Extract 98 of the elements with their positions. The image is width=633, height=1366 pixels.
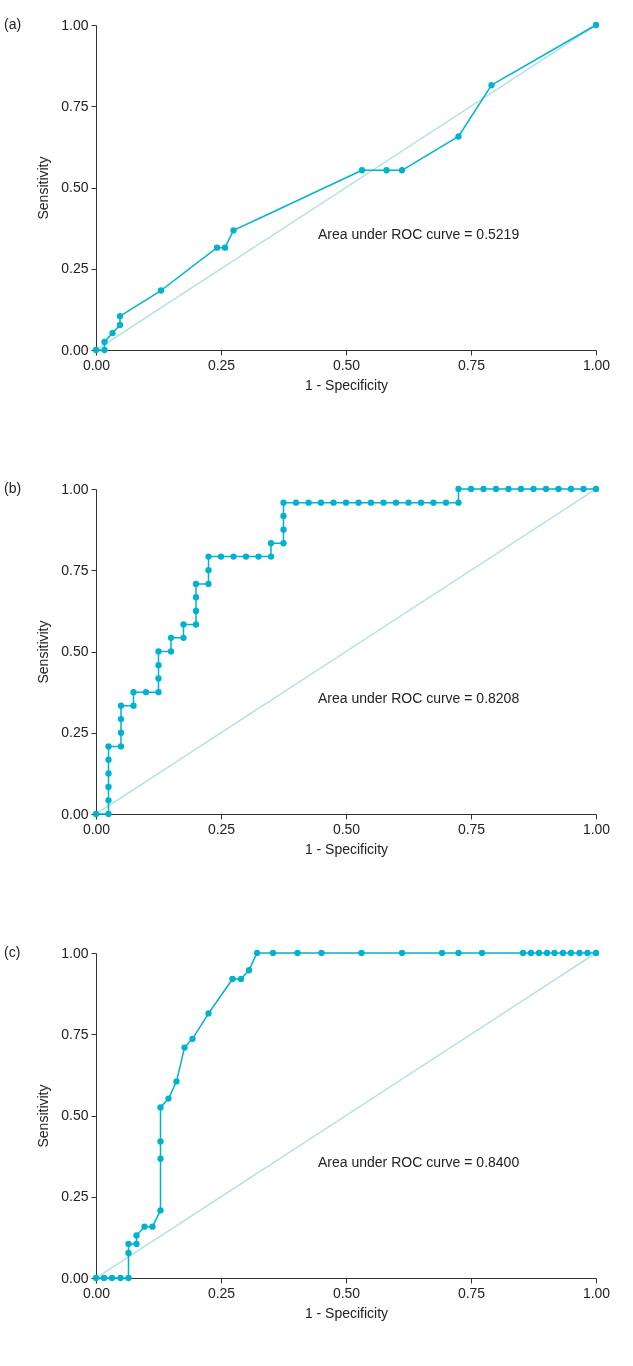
- x-tick-label: 1.00: [582, 356, 611, 373]
- point: [157, 1207, 164, 1214]
- x-tick-label: 0.75: [457, 1284, 486, 1301]
- point: [181, 1044, 188, 1051]
- point: [358, 167, 366, 174]
- point: [245, 967, 253, 974]
- point: [543, 949, 551, 957]
- point: [125, 1249, 132, 1257]
- point: [116, 321, 124, 329]
- x-tick-label: 0.25: [207, 820, 236, 837]
- point: [221, 244, 229, 251]
- x-tick-label: 0.50: [332, 820, 361, 837]
- point: [109, 329, 116, 337]
- point: [478, 949, 486, 957]
- point: [125, 1240, 132, 1248]
- chart-title: (c): [4, 944, 21, 960]
- point: [519, 949, 527, 957]
- y-tick-label: 0.50: [61, 1107, 89, 1123]
- y-tick-label: 0.25: [61, 724, 89, 741]
- x-tick-label: 0.50: [332, 356, 361, 373]
- y-tick-label: 0.50: [61, 179, 89, 195]
- y-axis-title: Sensitivity: [35, 1084, 52, 1148]
- point: [237, 975, 245, 983]
- y-tick-label: 0.25: [61, 260, 89, 277]
- point: [488, 81, 495, 89]
- annotation: Area under ROC curve = 0.8400: [318, 1154, 520, 1170]
- point: [229, 975, 236, 983]
- chart-title: (a): [4, 16, 22, 32]
- y-tick-label: 0.75: [61, 97, 89, 114]
- point: [551, 949, 558, 957]
- point: [559, 949, 567, 957]
- point: [133, 1240, 140, 1248]
- x-tick-label: 0.75: [457, 356, 486, 373]
- point: [157, 1155, 164, 1162]
- y-axis-title: Sensitivity: [35, 156, 52, 220]
- point: [535, 949, 543, 957]
- point: [253, 949, 261, 957]
- x-tick-label: 0.00: [82, 1284, 111, 1301]
- point: [116, 313, 124, 320]
- point: [165, 1095, 172, 1102]
- annotation: Area under ROC curve = 0.5219: [318, 226, 520, 242]
- point: [133, 1232, 140, 1239]
- x-tick-label: 1.00: [582, 1284, 611, 1301]
- point: [576, 949, 583, 957]
- point: [584, 949, 591, 957]
- point: [117, 1274, 124, 1282]
- y-axis-title: Sensitivity: [35, 620, 52, 684]
- point: [157, 1138, 164, 1145]
- x-tick-label: 1.00: [582, 820, 611, 837]
- y-tick-label: 1.00: [61, 944, 89, 961]
- point: [455, 949, 462, 957]
- x-tick-label: 0.00: [82, 356, 111, 373]
- chart-title: (b): [4, 480, 22, 496]
- y-tick-label: 0.75: [61, 1025, 89, 1042]
- point: [157, 287, 165, 294]
- point: [157, 1104, 164, 1111]
- annotation: Area under ROC curve = 0.8208: [318, 690, 520, 706]
- point: [438, 949, 446, 957]
- point: [398, 167, 406, 174]
- y-tick-label: 1.00: [61, 480, 89, 497]
- point: [100, 1274, 108, 1282]
- point: [213, 244, 221, 251]
- y-tick-label: 0.75: [61, 561, 89, 578]
- point: [149, 1223, 156, 1230]
- point: [101, 338, 108, 346]
- point: [455, 133, 462, 140]
- y-tick-label: 0.25: [61, 1188, 89, 1205]
- point: [141, 1223, 148, 1230]
- y-tick-label: 0.00: [61, 1269, 89, 1286]
- point: [383, 167, 390, 174]
- point: [567, 949, 575, 957]
- y-tick-label: 0.00: [61, 805, 89, 822]
- point: [527, 949, 535, 957]
- point: [269, 949, 277, 957]
- point: [592, 21, 600, 29]
- point: [125, 1274, 132, 1282]
- x-tick-label: 0.00: [82, 820, 111, 837]
- x-tick-label: 0.75: [457, 820, 486, 837]
- point: [173, 1078, 180, 1085]
- x-axis-title: 1 - Specificity: [304, 376, 389, 393]
- point: [108, 1274, 116, 1282]
- point: [205, 1010, 212, 1017]
- point: [230, 227, 237, 234]
- point: [101, 346, 108, 354]
- x-axis-title: 1 - Specificity: [304, 1304, 389, 1321]
- x-axis-title: 1 - Specificity: [304, 840, 389, 857]
- y-tick-label: 1.00: [61, 16, 89, 33]
- y-tick-label: 0.50: [61, 643, 89, 659]
- point: [294, 949, 301, 957]
- point: [189, 1035, 196, 1042]
- x-tick-label: 0.25: [207, 1284, 236, 1301]
- point: [358, 949, 365, 957]
- point: [318, 949, 325, 957]
- point: [592, 949, 600, 957]
- point: [398, 949, 406, 957]
- y-tick-label: 0.00: [61, 341, 89, 358]
- x-tick-label: 0.25: [207, 356, 236, 373]
- x-tick-label: 0.50: [332, 1284, 361, 1301]
